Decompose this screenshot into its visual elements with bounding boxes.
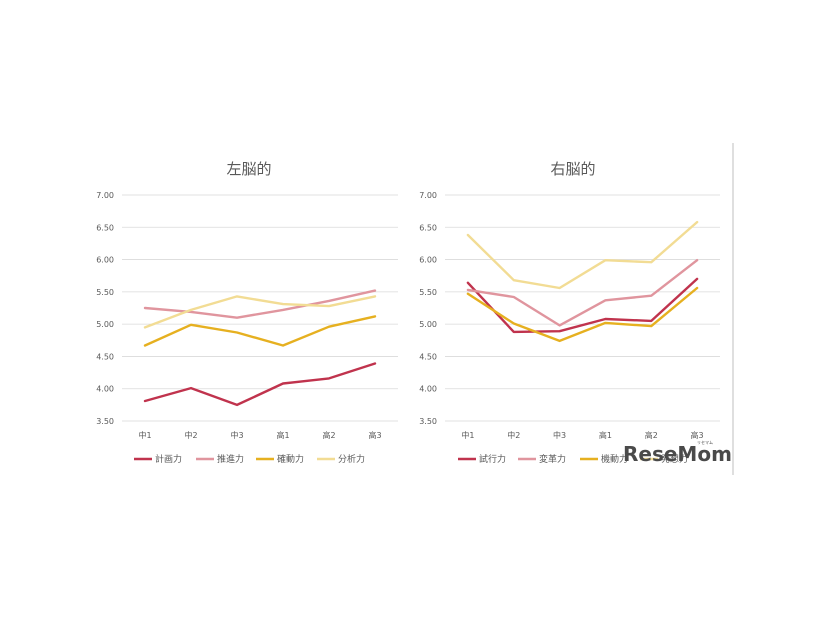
x-tick-label: 中2 <box>507 430 520 440</box>
chart-title: 左脳的 <box>226 160 271 178</box>
x-tick-label: 高2 <box>645 430 658 440</box>
x-tick-label: 高2 <box>322 430 335 440</box>
x-tick-label: 高1 <box>599 430 612 440</box>
watermark-ruby: リセマム <box>697 440 713 445</box>
y-tick-label: 6.50 <box>96 223 114 232</box>
y-tick-label: 5.50 <box>419 288 437 297</box>
series-line-1 <box>466 259 699 327</box>
x-tick-label: 中1 <box>461 430 474 440</box>
series-line-2 <box>466 286 699 343</box>
y-tick-label: 5.00 <box>419 320 437 329</box>
y-tick-label: 3.50 <box>419 417 437 426</box>
y-tick-label: 4.50 <box>419 352 437 361</box>
series-line-2 <box>143 315 377 347</box>
series-line-3 <box>466 220 699 290</box>
series-line-1 <box>143 289 377 319</box>
y-tick-label: 5.00 <box>96 320 114 329</box>
resemom-watermark: ReseMom リセマム <box>623 440 732 466</box>
watermark-logo: ReseMom <box>623 442 732 466</box>
y-tick-label: 5.50 <box>96 288 114 297</box>
legend-label: 変革力 <box>539 453 566 465</box>
y-tick-label: 6.50 <box>419 223 437 232</box>
x-tick-label: 中1 <box>138 430 151 440</box>
x-tick-label: 高3 <box>368 430 381 440</box>
x-tick-label: 中3 <box>553 430 566 440</box>
legend-label: 分析力 <box>338 453 365 465</box>
x-tick-label: 高3 <box>691 430 704 440</box>
x-tick-label: 中3 <box>230 430 243 440</box>
legend-label: 発想力 <box>661 453 688 465</box>
right-brain-chart: 右脳的 7.00 6.50 6.00 5.50 5.00 4.50 4.00 3.50 中1 中2 中… <box>419 160 720 465</box>
x-tick-label: 中2 <box>184 430 197 440</box>
left-brain-chart: 左脳的 7.00 6.50 6.00 5.50 5.00 4.50 4.00 3.50 中1 中2 中… <box>96 160 398 465</box>
y-tick-label: 7.00 <box>419 191 437 200</box>
y-tick-label: 6.00 <box>419 256 437 265</box>
y-tick-label: 7.00 <box>96 191 114 200</box>
y-tick-label: 4.00 <box>96 385 114 394</box>
legend-label: 機動力 <box>601 453 628 465</box>
y-tick-label: 4.00 <box>419 385 437 394</box>
legend-label: 計画力 <box>155 453 182 465</box>
y-tick-label: 4.50 <box>96 352 114 361</box>
series-line-3 <box>143 295 377 329</box>
series-line-0 <box>143 362 377 407</box>
y-tick-label: 6.00 <box>96 256 114 265</box>
chart-title: 右脳的 <box>550 160 595 178</box>
legend-label: 確動力 <box>277 453 304 465</box>
legend-label: 試行力 <box>479 453 506 465</box>
legend-label: 推進力 <box>217 453 244 465</box>
series-line-0 <box>466 277 699 334</box>
y-tick-label: 3.50 <box>96 417 114 426</box>
x-tick-label: 高1 <box>276 430 289 440</box>
